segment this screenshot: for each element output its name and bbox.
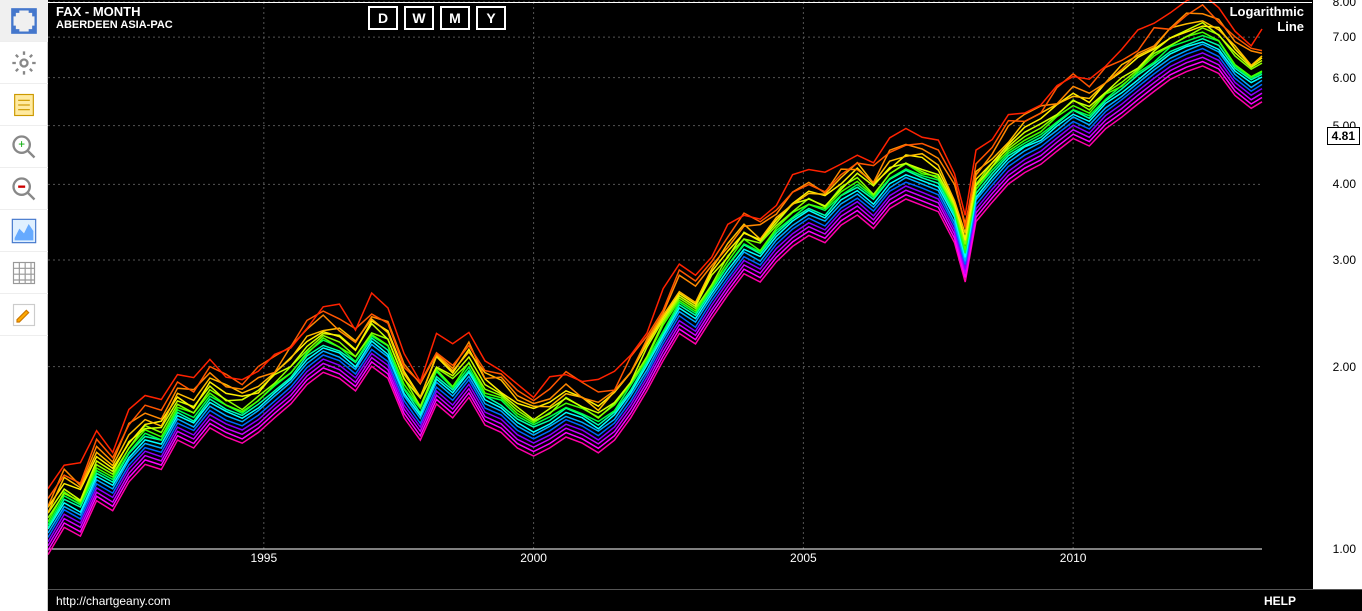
scale-label: Logarithmic <box>1230 4 1304 19</box>
fullscreen-icon <box>10 7 38 35</box>
svg-text:+: + <box>18 138 25 151</box>
zoom-out-button[interactable] <box>0 168 48 210</box>
type-label: Line <box>1230 19 1304 34</box>
top-border <box>48 2 1312 3</box>
ruler-icon <box>10 259 38 287</box>
notes-button[interactable] <box>0 84 48 126</box>
timeframe-d-button[interactable]: D <box>368 6 398 30</box>
y-tick: 1.00 <box>1333 542 1356 556</box>
zoom-in-icon: + <box>10 133 38 161</box>
footer-url[interactable]: http://chartgeany.com <box>56 594 171 608</box>
chart-header: FAX - MONTH ABERDEEN ASIA-PAC <box>56 4 173 31</box>
y-tick: 2.00 <box>1333 360 1356 374</box>
content-area: FAX - MONTH ABERDEEN ASIA-PAC D W M Y Lo… <box>48 0 1362 611</box>
gear-icon <box>10 49 38 77</box>
y-tick: 8.00 <box>1333 0 1356 9</box>
zoom-in-button[interactable]: + <box>0 126 48 168</box>
timeframe-buttons: D W M Y <box>368 6 506 30</box>
price-chart <box>48 0 1312 589</box>
y-tick: 6.00 <box>1333 71 1356 85</box>
chart-area-icon <box>10 217 38 245</box>
chart-mode-info: Logarithmic Line <box>1230 4 1304 34</box>
settings-button[interactable] <box>0 42 48 84</box>
chart-type-button[interactable] <box>0 210 48 252</box>
edit-button[interactable] <box>0 294 48 336</box>
edit-icon <box>10 301 38 329</box>
current-price-box: 4.81 <box>1327 127 1360 145</box>
toolbar: + <box>0 0 48 611</box>
timeframe-m-button[interactable]: M <box>440 6 470 30</box>
zoom-out-icon <box>10 175 38 203</box>
y-tick: 7.00 <box>1333 30 1356 44</box>
timeframe-w-button[interactable]: W <box>404 6 434 30</box>
footer: http://chartgeany.com HELP <box>48 589 1362 611</box>
measure-button[interactable] <box>0 252 48 294</box>
notepad-icon <box>10 91 38 119</box>
y-tick: 3.00 <box>1333 253 1356 267</box>
chart-area[interactable]: FAX - MONTH ABERDEEN ASIA-PAC D W M Y Lo… <box>48 0 1362 589</box>
timeframe-y-button[interactable]: Y <box>476 6 506 30</box>
help-link[interactable]: HELP <box>1264 594 1296 608</box>
ticker-subtitle: ABERDEEN ASIA-PAC <box>56 19 173 31</box>
ticker-title: FAX - MONTH <box>56 4 173 19</box>
y-axis: 1.002.003.004.005.006.007.008.004.81 <box>1312 0 1362 589</box>
fullscreen-button[interactable] <box>0 0 48 42</box>
y-tick: 4.00 <box>1333 177 1356 191</box>
